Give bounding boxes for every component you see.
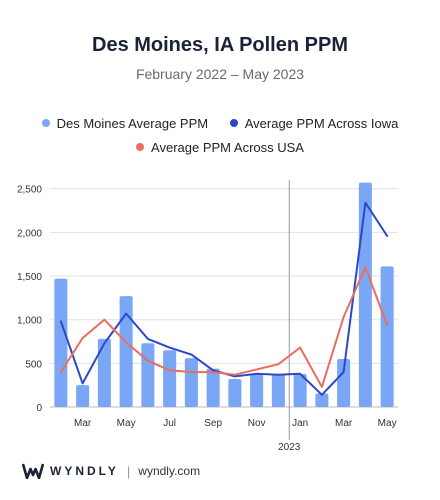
legend-item-des-moines[interactable]: Des Moines Average PPM xyxy=(41,116,209,131)
footer: WYNDLY | wyndly.com xyxy=(22,461,200,481)
bar xyxy=(54,278,68,407)
y-tick-label: 1,500 xyxy=(17,272,42,283)
legend-second-row: Average PPM Across USA xyxy=(0,140,440,155)
y-tick-label: 1,000 xyxy=(17,316,42,327)
y-tick-label: 500 xyxy=(25,359,42,370)
x-tick-label: Jul xyxy=(163,418,176,429)
y-tick-label: 0 xyxy=(36,403,42,414)
site-link[interactable]: wyndly.com xyxy=(138,464,201,478)
bar xyxy=(141,343,155,407)
bar xyxy=(97,338,111,407)
x-tick-label: Sep xyxy=(204,418,222,429)
legend-item-usa[interactable]: Average PPM Across USA xyxy=(136,140,304,155)
x-tick-label: Nov xyxy=(248,418,266,429)
bar xyxy=(250,373,264,407)
y-tick-label: 2,000 xyxy=(17,228,42,239)
x-tick-label: May xyxy=(378,418,397,429)
usa-series-line xyxy=(59,266,389,388)
bar xyxy=(271,373,285,407)
legend-item-iowa[interactable]: Average PPM Across Iowa xyxy=(229,116,399,131)
bar xyxy=(293,373,307,407)
bar xyxy=(163,350,177,407)
bar xyxy=(337,358,351,407)
bar xyxy=(315,393,329,407)
x-tick-label: May xyxy=(117,418,136,429)
bar xyxy=(228,379,242,407)
legend-label-usa: Average PPM Across USA xyxy=(151,140,304,155)
bar xyxy=(358,182,372,407)
legend-label-iowa: Average PPM Across Iowa xyxy=(244,116,399,131)
legend: Des Moines Average PPM Average PPM Acros… xyxy=(0,116,440,131)
legend-dot-iowa xyxy=(229,119,238,127)
bar xyxy=(76,385,90,407)
footer-separator: | xyxy=(126,463,131,479)
chart-subtitle: February 2022 – May 2023 xyxy=(135,66,305,82)
y-tick-label: 2,500 xyxy=(17,185,42,196)
brand-name: WYNDLY xyxy=(50,464,119,478)
x-tick-label: Mar xyxy=(335,418,353,429)
year-label: 2023 xyxy=(278,442,301,453)
bar xyxy=(380,266,394,407)
bar xyxy=(184,358,198,407)
bar xyxy=(206,368,220,407)
legend-label-des-moines: Des Moines Average PPM xyxy=(56,116,209,131)
chart-title: Des Moines, IA Pollen PPM xyxy=(92,34,348,56)
bar xyxy=(119,296,133,407)
legend-dot-usa xyxy=(136,143,145,151)
wyndly-logo-icon xyxy=(22,463,44,479)
x-tick-label: Jan xyxy=(292,418,308,429)
legend-dot-des-moines xyxy=(41,119,50,127)
x-tick-label: Mar xyxy=(74,418,92,429)
